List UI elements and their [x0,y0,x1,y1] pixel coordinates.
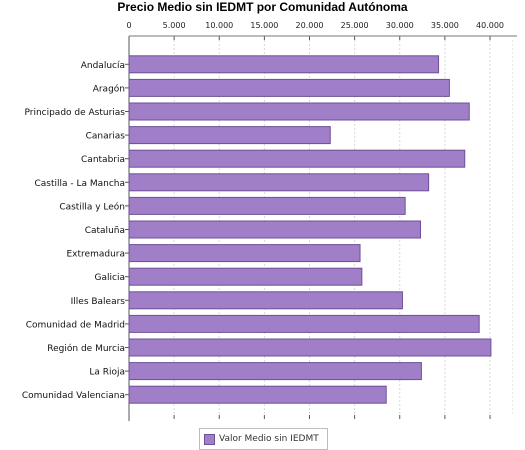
bar [128,55,440,74]
bar [128,244,361,263]
legend: Valor Medio sin IEDMT [199,428,328,450]
x-tick-label: 30.000 [386,21,414,30]
bar [128,314,480,333]
bar [128,78,450,97]
x-tick-label: 25.000 [341,21,369,30]
bar [128,291,403,310]
bar [128,338,492,357]
category-label: Principado de Asturias [24,108,125,118]
x-tick-label: 35.000 [431,21,459,30]
category-label: Castilla y León [59,201,125,212]
bar [128,196,406,215]
category-label: Aragón [93,83,125,94]
category-label: La Rioja [89,368,125,378]
category-label: Canarias [86,132,126,142]
chart-title: Precio Medio sin IEDMT por Comunidad Aut… [117,0,408,14]
x-tick-label: 20.000 [296,21,324,30]
bar [128,126,331,145]
category-label: Región de Murcia [47,343,125,354]
bar [128,149,466,168]
x-tick-label: 10.000 [205,21,233,30]
category-label: Comunidad de Madrid [26,320,125,330]
bar [128,385,387,404]
category-label: Comunidad Valenciana [22,391,125,401]
x-tick-label: 15.000 [250,21,278,30]
bar [128,362,422,381]
category-label: Galicia [95,273,125,283]
category-label: Cantabria [81,155,125,165]
bar [128,220,422,239]
category-label: Illes Balears [71,297,126,307]
bar [128,267,363,286]
category-label: Andalucía [81,61,125,71]
bar [128,102,470,121]
category-label: Cataluña [85,226,125,236]
category-label: Extremadura [67,250,126,260]
x-tick-label: 0 [126,21,131,30]
x-tick-label: 40.000 [476,21,504,30]
legend-label: Valor Medio sin IEDMT [219,434,319,444]
legend-swatch [204,433,215,445]
x-tick-label: 5.000 [163,21,186,30]
bar [128,173,430,192]
category-label: Castilla - La Mancha [34,179,125,189]
